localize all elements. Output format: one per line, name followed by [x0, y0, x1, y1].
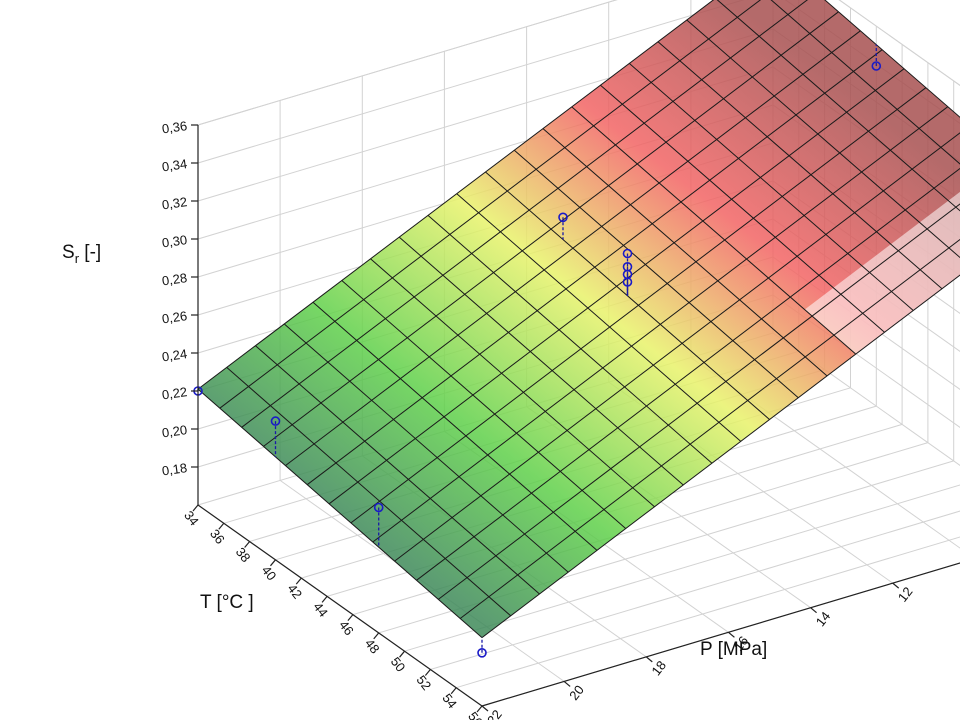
- mesh-line-p-1: [770, 0, 960, 165]
- mesh-line-p-12: [427, 215, 713, 464]
- observation-point-1: [871, 61, 882, 71]
- surface-fill: [198, 0, 960, 638]
- x-tick-mark-11: [476, 705, 483, 713]
- x-tick-label-0: 34: [181, 508, 202, 529]
- mesh-line-p-11: [456, 193, 742, 442]
- surface-fade: [804, 191, 960, 355]
- mesh-line-p-13: [398, 236, 684, 486]
- mesh-line-p-8: [542, 128, 828, 377]
- x-tick-mark-5: [321, 595, 328, 603]
- x-tick-mark-0: [192, 504, 199, 512]
- z-tick-label-3: 0,24: [161, 346, 188, 364]
- grid-line-t-floor-9: [430, 510, 960, 670]
- y-tick-mark-2: [892, 582, 900, 589]
- z-axis-title-sub: r: [75, 251, 80, 266]
- grid-line-z-left-8: [197, 0, 745, 164]
- x-tick-label-4: 42: [284, 581, 305, 602]
- z-axis-title-main: S: [62, 242, 75, 263]
- x-tick-label-10: 54: [439, 691, 460, 712]
- mesh-line-p-16: [312, 301, 598, 551]
- grid-line-t-floor-10: [456, 536, 960, 689]
- x-tick-mark-1: [218, 522, 225, 530]
- z-axis-title: Sr [-]: [62, 242, 101, 266]
- x-tick-mark-2: [244, 541, 251, 548]
- mesh-line-p-14: [370, 258, 655, 508]
- y-tick-label-7: 22: [484, 707, 505, 720]
- z-tick-label-5: 0,28: [161, 270, 188, 288]
- z-tick-label-1: 0,20: [161, 422, 188, 440]
- x-axis-line: [197, 504, 483, 707]
- x-tick-label-1: 36: [207, 526, 228, 547]
- y-tick-mark-4: [728, 631, 735, 638]
- observation-point-8: [622, 277, 633, 287]
- y-tick-mark-6: [563, 680, 571, 687]
- z-tick-label-7: 0,32: [161, 194, 188, 212]
- axes: [191, 124, 960, 713]
- x-tick-label-2: 38: [233, 544, 254, 565]
- mesh-line-p-9: [513, 149, 799, 399]
- observation-point-4: [558, 212, 568, 223]
- y-tick-mark-3: [810, 607, 817, 614]
- y-axis-title: P [MPa]: [700, 639, 767, 660]
- y-tick-mark-7: [481, 705, 489, 712]
- mesh-line-p-18: [255, 345, 540, 595]
- x-tick-label-5: 44: [310, 599, 331, 620]
- z-tick-label-9: 0,36: [161, 118, 188, 136]
- mesh-line-p-17: [283, 323, 569, 573]
- mesh-line-p-19: [226, 367, 512, 617]
- mesh-line-p-15: [341, 280, 627, 529]
- z-tick-label-0: 0,18: [161, 460, 188, 478]
- y-tick-mark-5: [645, 656, 653, 663]
- x-tick-label-9: 52: [414, 672, 435, 693]
- z-tick-label-4: 0,26: [161, 308, 188, 326]
- x-tick-mark-6: [347, 614, 354, 622]
- mesh-line-p-4: [657, 41, 943, 290]
- x-tick-mark-4: [295, 577, 302, 585]
- observation-point-5: [622, 248, 633, 259]
- response-surface: [198, 0, 960, 638]
- mesh-line-p-2: [716, 0, 960, 212]
- z-tick-label-8: 0,34: [161, 156, 188, 174]
- mesh-line-t-13: [481, 274, 960, 638]
- observation-point-3: [373, 502, 384, 513]
- mesh-line-p-5: [628, 63, 914, 311]
- x-tick-label-3: 40: [259, 563, 280, 584]
- z-tick-label-2: 0,22: [161, 384, 188, 402]
- z-tick-label-6: 0,30: [161, 232, 188, 250]
- x-axis-title: T [°C ]: [200, 592, 254, 613]
- x-tick-mark-7: [373, 632, 380, 640]
- wall-outline: [197, 0, 960, 126]
- x-tick-mark-9: [424, 669, 431, 676]
- y-axis-line: [481, 562, 960, 707]
- mesh-line-p-6: [600, 84, 885, 333]
- mesh-line-p-0: [824, 0, 960, 118]
- mesh-line-p-20: [197, 388, 483, 638]
- x-tick-label-6: 46: [336, 618, 357, 639]
- mesh-line-p-7: [571, 106, 857, 355]
- observation-point-11: [477, 647, 487, 658]
- x-tick-label-7: 48: [362, 636, 383, 657]
- z-axis-title-suffix: [-]: [79, 242, 101, 263]
- x-tick-mark-3: [269, 559, 276, 567]
- mesh-line-p-3: [686, 19, 960, 259]
- x-tick-label-11: 56: [465, 709, 486, 720]
- observation-point-2: [270, 416, 281, 426]
- x-tick-mark-10: [450, 687, 457, 695]
- x-tick-mark-8: [399, 650, 406, 658]
- x-tick-label-8: 50: [388, 654, 409, 675]
